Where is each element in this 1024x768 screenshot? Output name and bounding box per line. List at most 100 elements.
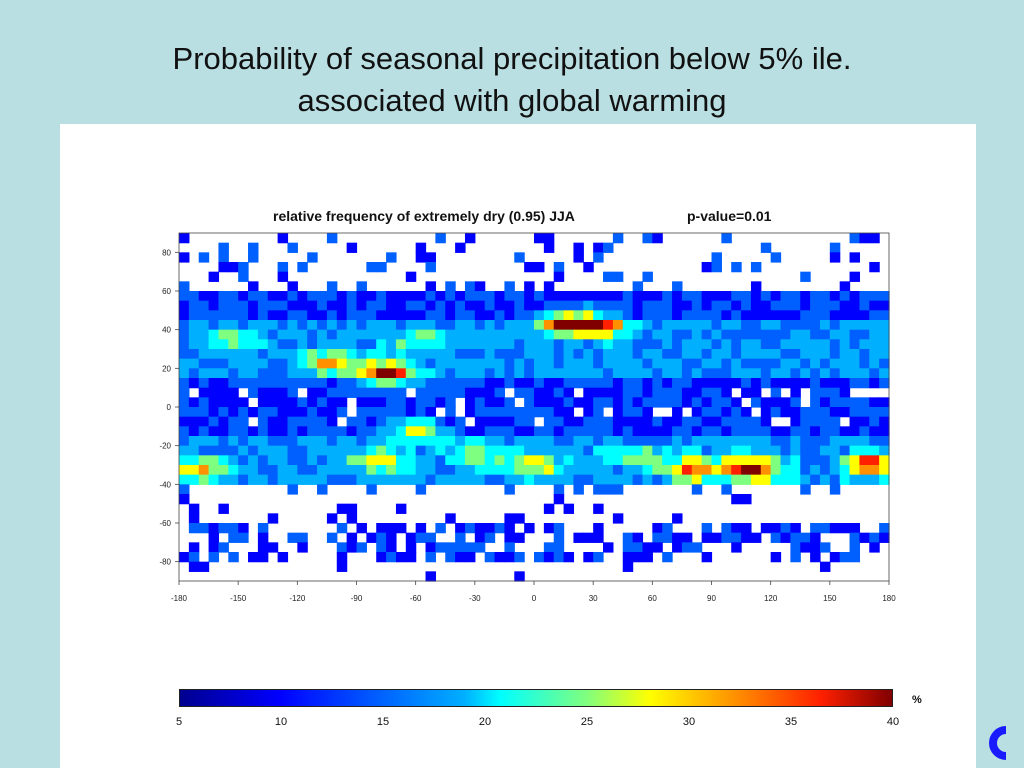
heatmap-cell	[810, 397, 821, 408]
heatmap-cell	[405, 445, 417, 456]
heatmap-cell	[179, 329, 190, 340]
heatmap-cell	[741, 426, 752, 437]
heatmap-cell	[553, 262, 565, 273]
heatmap-cell	[573, 532, 584, 543]
heatmap-cell	[514, 455, 525, 466]
heatmap-cell	[593, 378, 604, 389]
heatmap-cell	[386, 252, 397, 263]
heatmap-cell	[297, 262, 308, 273]
heatmap-cell	[366, 320, 377, 331]
heatmap-cell	[839, 378, 851, 389]
heatmap-cell	[790, 300, 801, 311]
heatmap-cell	[524, 329, 535, 340]
heatmap-cell	[198, 358, 210, 369]
heatmap-cell	[563, 445, 575, 456]
heatmap-cell	[672, 349, 683, 360]
heatmap-cell	[879, 349, 890, 360]
heatmap-cell	[228, 455, 239, 466]
heatmap-cell	[859, 300, 870, 311]
heatmap-cell	[691, 465, 703, 476]
heatmap-cell	[810, 329, 821, 340]
heatmap-cell	[780, 378, 791, 389]
heatmap-cell	[612, 358, 624, 369]
heatmap-cell	[504, 465, 515, 476]
heatmap-cell	[395, 445, 407, 456]
heatmap-cell	[750, 474, 762, 485]
heatmap-cell	[819, 474, 831, 485]
heatmap-cell	[681, 329, 693, 340]
heatmap-cell	[267, 436, 279, 447]
heatmap-cell	[188, 455, 200, 466]
heatmap-cell	[691, 310, 703, 321]
heatmap-cell	[494, 455, 506, 466]
heatmap-cell	[760, 339, 772, 350]
heatmap-cell	[701, 532, 713, 543]
heatmap-cell	[760, 474, 772, 485]
heatmap-cell	[553, 310, 565, 321]
heatmap-cell	[179, 300, 190, 311]
heatmap-cell	[248, 242, 259, 253]
heatmap-cell	[504, 329, 515, 340]
heatmap-cell	[563, 300, 575, 311]
heatmap-cell	[395, 407, 407, 418]
heatmap-cell	[652, 465, 663, 476]
heatmap-cell	[366, 455, 377, 466]
heatmap-cell	[573, 378, 584, 389]
heatmap-cell	[326, 426, 338, 437]
heatmap-cell	[879, 320, 890, 331]
heatmap-cell	[691, 368, 703, 379]
heatmap-cell	[780, 523, 791, 534]
heatmap-cell	[662, 368, 673, 379]
heatmap-cell	[662, 310, 673, 321]
heatmap-cell	[849, 339, 861, 350]
heatmap-cell	[622, 378, 634, 389]
heatmap-cell	[464, 329, 476, 340]
heatmap-cell	[307, 387, 318, 398]
y-tick-label: -20	[159, 442, 171, 451]
heatmap-cell	[603, 416, 614, 427]
heatmap-cell	[770, 329, 782, 340]
heatmap-cell	[612, 407, 624, 418]
heatmap-cell	[208, 349, 220, 360]
heatmap-cell	[238, 349, 249, 360]
heatmap-cell	[780, 310, 791, 321]
heatmap-cell	[731, 310, 742, 321]
heatmap-cell	[800, 445, 811, 456]
heatmap-cell	[326, 233, 338, 244]
heatmap-cell	[790, 320, 801, 331]
heatmap-cell	[770, 523, 782, 534]
heatmap-cell	[376, 329, 387, 340]
heatmap-cell	[839, 407, 851, 418]
heatmap-cell	[760, 320, 772, 331]
heatmap-cell	[593, 426, 604, 437]
x-tick-label: 60	[648, 594, 657, 603]
heatmap-cell	[356, 349, 367, 360]
heatmap-cell	[790, 291, 801, 302]
heatmap-cell	[474, 349, 486, 360]
heatmap-cell	[395, 503, 407, 514]
heatmap-cell	[198, 416, 210, 427]
heatmap-cell	[879, 532, 890, 543]
heatmap-cell	[524, 474, 535, 485]
heatmap-cell	[524, 300, 535, 311]
heatmap-cell	[445, 349, 456, 360]
heatmap-cell	[603, 474, 614, 485]
heatmap-cell	[297, 474, 308, 485]
heatmap-cell	[386, 320, 397, 331]
heatmap-cell	[642, 426, 653, 437]
heatmap-cell	[603, 368, 614, 379]
heatmap-cell	[691, 349, 703, 360]
heatmap-cell	[366, 339, 377, 350]
heatmap-cell	[386, 387, 397, 398]
heatmap-cell	[612, 474, 624, 485]
heatmap-cell	[849, 233, 861, 244]
heatmap-cell	[435, 542, 446, 553]
heatmap-cell	[228, 368, 239, 379]
heatmap-cell	[514, 310, 525, 321]
heatmap-cell	[681, 291, 693, 302]
heatmap-cell	[780, 532, 791, 543]
heatmap-cell	[346, 358, 358, 369]
heatmap-cell	[435, 445, 446, 456]
heatmap-cell	[336, 300, 348, 311]
heatmap-cell	[415, 532, 427, 543]
